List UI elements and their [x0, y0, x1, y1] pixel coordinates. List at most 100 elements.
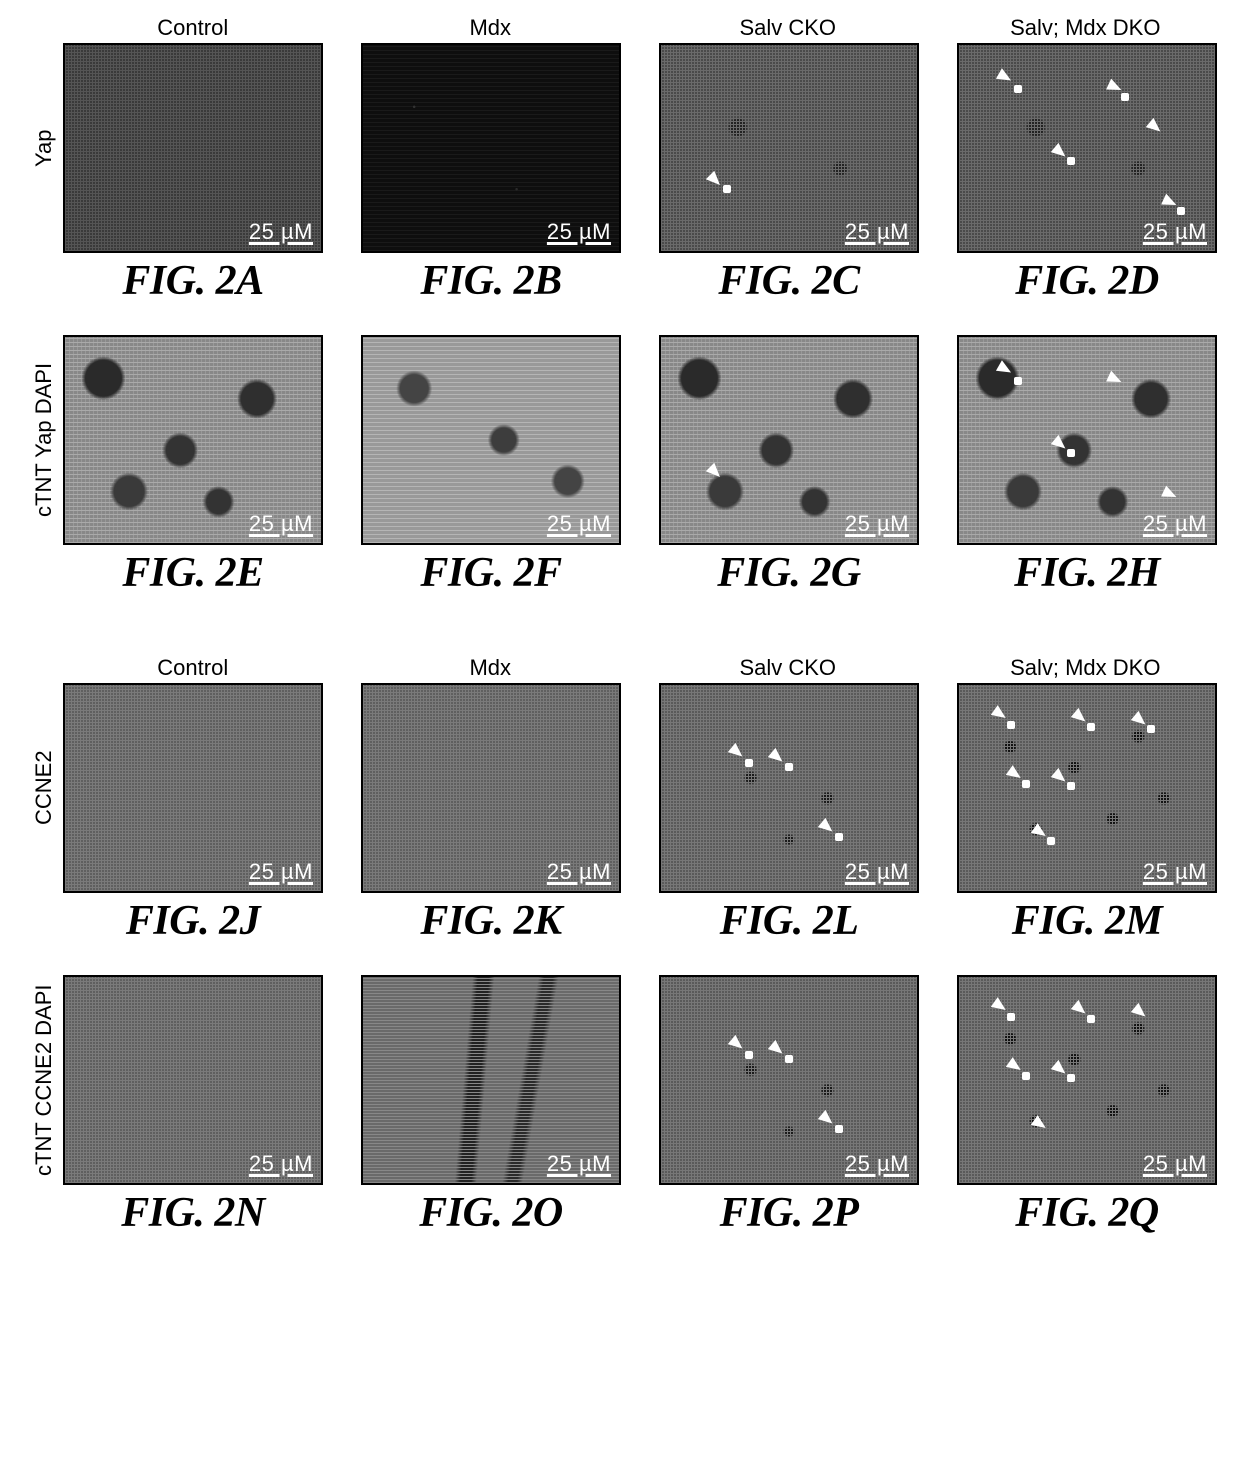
panels-container: 25 µMFIG. 2N25 µMFIG. 2O25 µMFIG. 2P25 µ…: [63, 975, 1217, 1237]
figure-caption: FIG. 2E: [122, 549, 263, 597]
micrograph-panel: 25 µM: [659, 335, 919, 545]
micrograph-panel: 25 µM: [361, 975, 621, 1185]
spot-marker: [1022, 780, 1030, 788]
scale-bar: 25 µM: [547, 859, 611, 885]
scale-label: 25 µM: [1143, 1151, 1207, 1177]
figure-caption: FIG. 2F: [420, 549, 561, 597]
panel-wrap: 25 µM FIG. 2D: [957, 43, 1217, 305]
panel-row: cTNT CCNE2 DAPI25 µMFIG. 2N25 µMFIG. 2O2…: [25, 975, 1215, 1237]
panel-wrap: 25 µM FIG. 2F: [361, 335, 621, 597]
spot-marker: [1014, 377, 1022, 385]
spot-marker: [1067, 449, 1075, 457]
micrograph-panel: 25 µM: [957, 335, 1217, 545]
scale-label: 25 µM: [249, 511, 313, 537]
figure-caption: FIG. 2J: [126, 897, 260, 945]
row-spacer: [25, 945, 1215, 975]
arrow-marker: [996, 68, 1014, 85]
spot-marker: [835, 1125, 843, 1133]
scale-label: 25 µM: [845, 1151, 909, 1177]
scale-bar: 25 µM: [845, 1151, 909, 1177]
arrow-marker: [768, 1040, 786, 1058]
spot-marker: [1067, 1074, 1075, 1082]
panel-wrap: 25 µM FIG. 2J: [63, 683, 323, 945]
arrow-marker: [706, 463, 724, 481]
micrograph-panel: 25 µM: [63, 43, 323, 253]
panel-wrap: 25 µMFIG. 2K: [361, 683, 621, 945]
figure-caption: FIG. 2Q: [1015, 1189, 1159, 1237]
figure-caption: FIG. 2N: [121, 1189, 265, 1237]
arrow-marker: [818, 1110, 836, 1128]
figure-block: ControlMdxSalv CKOSalv; Mdx DKOYap25 µMF…: [25, 15, 1215, 627]
figure-caption: FIG. 2L: [720, 897, 859, 945]
figure-grid: ControlMdxSalv CKOSalv; Mdx DKOYap25 µMF…: [25, 15, 1215, 1267]
panel-wrap: 25 µM FIG. 2Q: [957, 975, 1217, 1237]
spot-marker: [1047, 837, 1055, 845]
figure-caption: FIG. 2D: [1015, 257, 1159, 305]
scale-label: 25 µM: [547, 511, 611, 537]
panels-container: 25 µMFIG. 2E25 µMFIG. 2F25 µMFIG. 2G25 µ…: [63, 335, 1217, 597]
arrow-marker: [768, 748, 786, 766]
row-label: Yap: [25, 43, 63, 253]
panel-row: Yap25 µMFIG. 2A25 µMFIG. 2B25 µMFIG. 2C2…: [25, 43, 1215, 305]
panel-row: cTNT Yap DAPI25 µMFIG. 2E25 µMFIG. 2F25 …: [25, 335, 1215, 597]
micrograph-panel: 25 µM: [659, 975, 919, 1185]
scale-bar: 25 µM: [249, 511, 313, 537]
figure-caption: FIG. 2G: [717, 549, 861, 597]
scale-bar: 25 µM: [249, 1151, 313, 1177]
column-headers: ControlMdxSalv CKOSalv; Mdx DKO: [63, 15, 1215, 43]
arrow-marker: [728, 1035, 746, 1053]
scale-label: 25 µM: [547, 219, 611, 245]
micrograph-panel: 25 µM: [361, 43, 621, 253]
figure-caption: FIG. 2P: [720, 1189, 859, 1237]
spot-marker: [785, 1055, 793, 1063]
spot-marker: [723, 185, 731, 193]
spot-marker: [1067, 782, 1075, 790]
scale-label: 25 µM: [547, 1151, 611, 1177]
scale-label: 25 µM: [1143, 511, 1207, 537]
spot-marker: [1121, 93, 1129, 101]
column-header: Control: [63, 15, 323, 43]
arrow-marker: [1161, 486, 1179, 503]
scale-label: 25 µM: [845, 859, 909, 885]
scale-bar: 25 µM: [249, 219, 313, 245]
figure-caption: FIG. 2A: [122, 257, 263, 305]
column-header: Salv; Mdx DKO: [956, 15, 1216, 43]
arrow-marker: [1146, 118, 1164, 136]
scale-label: 25 µM: [1143, 219, 1207, 245]
column-headers: ControlMdxSalv CKOSalv; Mdx DKO: [63, 655, 1215, 683]
panel-wrap: 25 µM FIG. 2A: [63, 43, 323, 305]
row-label: cTNT CCNE2 DAPI: [25, 975, 63, 1185]
spot-marker: [745, 759, 753, 767]
spot-marker: [1147, 725, 1155, 733]
scale-bar: 25 µM: [1143, 511, 1207, 537]
row-label: cTNT Yap DAPI: [25, 335, 63, 545]
column-header: Mdx: [361, 655, 621, 683]
arrow-marker: [818, 818, 836, 836]
scale-bar: 25 µM: [845, 511, 909, 537]
arrow-marker: [991, 997, 1009, 1015]
spot-marker: [1022, 1072, 1030, 1080]
micrograph-panel: 25 µM: [361, 683, 621, 893]
scale-bar: 25 µM: [845, 219, 909, 245]
spot-marker: [1087, 1015, 1095, 1023]
column-header: Salv; Mdx DKO: [956, 655, 1216, 683]
micrograph-panel: 25 µM: [63, 975, 323, 1185]
spot-marker: [1007, 1013, 1015, 1021]
micrograph-panel: 25 µM: [63, 683, 323, 893]
scale-bar: 25 µM: [547, 219, 611, 245]
arrow-marker: [706, 171, 724, 189]
scale-label: 25 µM: [547, 859, 611, 885]
panel-wrap: 25 µM FIG. 2N: [63, 975, 323, 1237]
figure-caption: FIG. 2B: [420, 257, 561, 305]
column-header: Salv CKO: [658, 15, 918, 43]
scale-bar: 25 µM: [1143, 859, 1207, 885]
spot-marker: [1087, 723, 1095, 731]
scale-label: 25 µM: [1143, 859, 1207, 885]
scale-label: 25 µM: [249, 219, 313, 245]
panel-wrap: 25 µMFIG. 2C: [659, 43, 919, 305]
panel-wrap: 25 µM FIG. 2B: [361, 43, 621, 305]
panel-wrap: 25 µMFIG. 2M: [957, 683, 1217, 945]
scale-bar: 25 µM: [249, 859, 313, 885]
panel-wrap: 25 µM FIG. 2G: [659, 335, 919, 597]
spot-marker: [1177, 207, 1185, 215]
